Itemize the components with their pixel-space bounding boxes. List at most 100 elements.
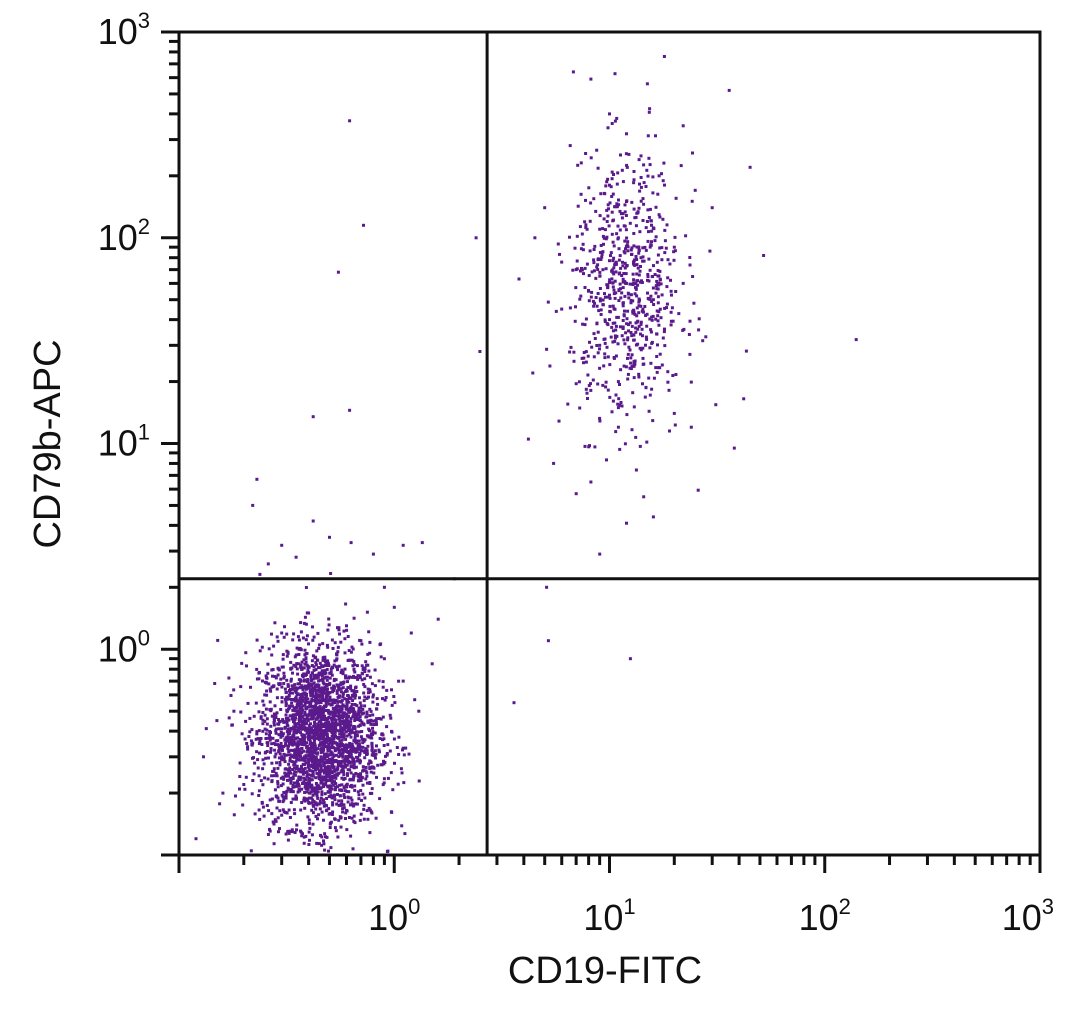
data-point xyxy=(287,749,291,753)
data-point xyxy=(337,695,341,699)
data-point xyxy=(286,651,290,655)
data-point xyxy=(669,278,672,282)
data-point xyxy=(326,768,330,771)
data-point xyxy=(333,713,337,717)
data-point xyxy=(352,803,356,806)
data-point xyxy=(284,741,288,745)
data-point xyxy=(380,763,384,767)
data-point xyxy=(293,683,297,687)
data-point xyxy=(654,317,658,321)
data-point xyxy=(265,750,269,753)
data-point xyxy=(314,761,318,765)
data-point xyxy=(611,399,615,403)
data-point xyxy=(352,746,356,750)
data-point xyxy=(320,759,324,763)
data-point xyxy=(621,319,625,322)
data-point xyxy=(322,804,326,808)
data-point xyxy=(592,197,596,201)
y-tick-label: 101 xyxy=(98,420,150,464)
data-point xyxy=(621,264,625,268)
data-point xyxy=(598,287,602,290)
data-point xyxy=(657,310,661,314)
data-point xyxy=(285,632,289,636)
data-point xyxy=(687,333,691,336)
data-point xyxy=(348,729,352,733)
data-point xyxy=(580,232,584,236)
data-point xyxy=(273,818,277,822)
data-point xyxy=(259,737,263,740)
data-point xyxy=(611,281,615,285)
data-point xyxy=(268,798,272,802)
data-point xyxy=(266,662,270,666)
data-point xyxy=(620,291,624,295)
data-point xyxy=(854,338,858,342)
data-point xyxy=(668,262,672,266)
data-point xyxy=(299,750,303,754)
data-point xyxy=(317,720,321,724)
data-point xyxy=(361,783,365,787)
data-point xyxy=(381,697,384,701)
data-point xyxy=(642,181,646,185)
data-point xyxy=(307,801,311,805)
data-point xyxy=(330,787,334,791)
data-point xyxy=(258,751,261,755)
data-point xyxy=(341,759,344,763)
data-point xyxy=(308,742,312,746)
data-point xyxy=(610,277,614,281)
data-point xyxy=(623,280,627,284)
data-point xyxy=(325,754,329,758)
data-point xyxy=(269,750,272,754)
data-point xyxy=(338,705,342,709)
data-point xyxy=(332,754,336,758)
data-point xyxy=(605,208,609,212)
data-point xyxy=(370,736,374,740)
data-point xyxy=(314,807,318,811)
data-point xyxy=(679,164,683,168)
data-point xyxy=(303,740,306,744)
data-point xyxy=(666,276,670,280)
data-point xyxy=(314,663,318,667)
data-point xyxy=(295,782,299,785)
data-point xyxy=(601,227,605,231)
data-point xyxy=(323,709,327,713)
data-point xyxy=(267,756,270,760)
data-point xyxy=(628,321,632,325)
data-point xyxy=(306,668,310,672)
data-point xyxy=(305,784,309,788)
data-point xyxy=(300,733,304,737)
data-point xyxy=(337,799,341,803)
data-point xyxy=(309,704,312,708)
data-point xyxy=(329,572,333,575)
data-point xyxy=(587,289,590,292)
data-point xyxy=(308,769,312,773)
data-point xyxy=(295,709,299,713)
data-point xyxy=(289,771,293,775)
data-point xyxy=(602,364,606,368)
data-point xyxy=(343,651,347,655)
data-point xyxy=(308,826,312,830)
data-point xyxy=(637,251,641,255)
data-point xyxy=(605,220,609,223)
data-point xyxy=(313,688,317,692)
data-point xyxy=(314,693,318,696)
data-point xyxy=(298,742,302,746)
data-point xyxy=(639,304,643,308)
data-point xyxy=(326,790,330,794)
data-point xyxy=(302,658,306,662)
data-point xyxy=(354,772,358,775)
data-point xyxy=(326,765,330,768)
data-point xyxy=(317,813,321,817)
data-point xyxy=(560,260,564,264)
data-point xyxy=(346,751,350,754)
data-point xyxy=(581,248,585,252)
data-point xyxy=(355,704,359,708)
data-point xyxy=(353,663,356,667)
data-point xyxy=(297,703,301,707)
data-point xyxy=(349,749,353,753)
data-point xyxy=(366,687,370,691)
data-point xyxy=(289,660,293,664)
data-point xyxy=(293,655,297,659)
data-point xyxy=(384,696,388,699)
data-point xyxy=(556,242,560,246)
data-point xyxy=(348,784,352,788)
